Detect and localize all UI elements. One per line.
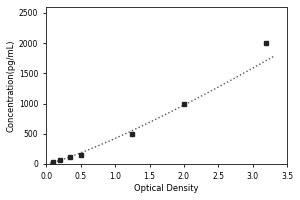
Y-axis label: Concentration(pg/mL): Concentration(pg/mL) [7,39,16,132]
X-axis label: Optical Density: Optical Density [134,184,199,193]
